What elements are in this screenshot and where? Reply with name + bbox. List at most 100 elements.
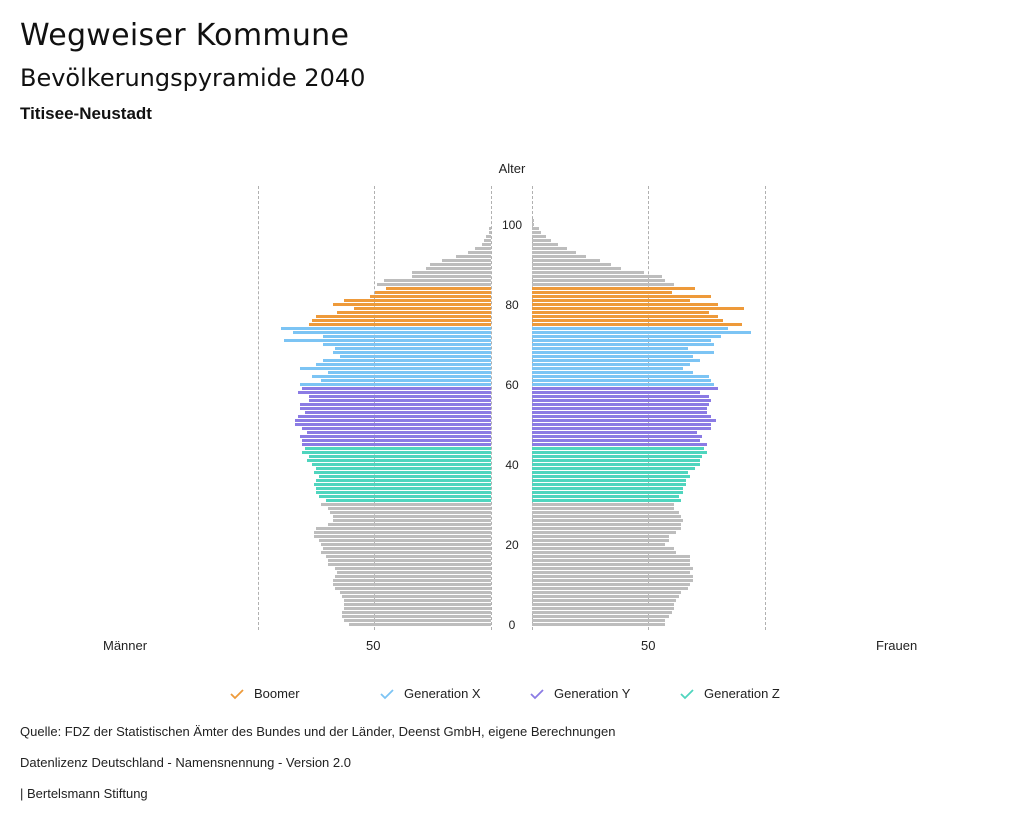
male-bar bbox=[330, 511, 491, 514]
male-bar bbox=[313, 531, 491, 534]
female-bar bbox=[532, 419, 717, 422]
female-bar bbox=[532, 375, 710, 378]
male-bar bbox=[302, 451, 491, 454]
male-bar bbox=[309, 323, 491, 326]
female-bar bbox=[532, 347, 689, 350]
male-bar bbox=[332, 351, 491, 354]
female-bar bbox=[532, 607, 675, 610]
female-bar bbox=[532, 335, 721, 338]
male-bar bbox=[332, 579, 491, 582]
gridline-left-100 bbox=[258, 186, 259, 630]
male-bar bbox=[341, 595, 491, 598]
female-bar bbox=[532, 219, 535, 222]
male-bar bbox=[313, 471, 491, 474]
male-axis-label: Männer bbox=[103, 638, 148, 653]
male-bar bbox=[383, 279, 491, 282]
female-bar bbox=[532, 571, 691, 574]
female-bar bbox=[532, 303, 719, 306]
female-bar bbox=[532, 327, 728, 330]
male-bar bbox=[311, 463, 491, 466]
male-bar bbox=[339, 355, 491, 358]
female-bar bbox=[532, 415, 712, 418]
male-bar bbox=[430, 263, 491, 266]
female-bar bbox=[532, 611, 672, 614]
male-bar bbox=[304, 411, 491, 414]
female-bar bbox=[532, 551, 677, 554]
legend-item-generation-z[interactable]: Generation Z bbox=[680, 686, 780, 701]
female-bar bbox=[532, 391, 700, 394]
legend-item-boomer[interactable]: Boomer bbox=[230, 686, 300, 701]
male-bar bbox=[295, 423, 491, 426]
legend-label: Generation Y bbox=[554, 686, 631, 701]
male-bar bbox=[344, 599, 491, 602]
female-bar bbox=[532, 511, 679, 514]
male-bar bbox=[488, 227, 491, 230]
female-bar bbox=[532, 459, 700, 462]
check-icon bbox=[380, 688, 394, 699]
female-bar bbox=[532, 407, 707, 410]
male-bar bbox=[323, 343, 491, 346]
female-bar bbox=[532, 263, 612, 266]
female-bar bbox=[532, 351, 714, 354]
male-bar bbox=[302, 443, 491, 446]
female-bar bbox=[532, 527, 682, 530]
female-bar bbox=[532, 515, 682, 518]
female-bar bbox=[532, 507, 675, 510]
male-bar bbox=[337, 311, 491, 314]
male-bar bbox=[411, 271, 491, 274]
female-bar bbox=[532, 615, 670, 618]
female-bar bbox=[532, 403, 710, 406]
male-bar bbox=[297, 391, 491, 394]
male-bar bbox=[344, 299, 491, 302]
age-tick-80: 80 bbox=[505, 298, 519, 312]
female-bar bbox=[532, 519, 684, 522]
male-bar bbox=[344, 619, 491, 622]
legend-item-generation-y[interactable]: Generation Y bbox=[530, 686, 630, 701]
age-tick-20: 20 bbox=[505, 538, 519, 552]
female-bar bbox=[532, 455, 703, 458]
male-bar bbox=[337, 571, 491, 574]
male-bar bbox=[323, 547, 491, 550]
male-bar bbox=[327, 371, 491, 374]
male-bar bbox=[306, 459, 491, 462]
female-bar bbox=[532, 583, 691, 586]
male-bar bbox=[334, 575, 491, 578]
male-bar bbox=[299, 367, 491, 370]
male-bar bbox=[332, 583, 491, 586]
female-bar bbox=[532, 315, 719, 318]
male-bar bbox=[299, 407, 491, 410]
male-bar bbox=[325, 499, 491, 502]
male-bar bbox=[316, 315, 491, 318]
female-bar bbox=[532, 451, 707, 454]
check-icon bbox=[230, 688, 244, 699]
male-bar bbox=[334, 347, 491, 350]
male-bar bbox=[327, 563, 491, 566]
chart-subtitle: Bevölkerungspyramide 2040 bbox=[20, 64, 366, 92]
female-bar bbox=[532, 411, 707, 414]
gridline-left-0 bbox=[491, 186, 492, 630]
check-icon bbox=[530, 688, 544, 699]
female-bar bbox=[532, 555, 691, 558]
license-note: Datenlizenz Deutschland - Namensnennung … bbox=[20, 755, 351, 770]
male-bar bbox=[297, 415, 491, 418]
female-bar bbox=[532, 227, 539, 230]
female-tick-50: 50 bbox=[641, 638, 656, 653]
male-bar bbox=[484, 239, 491, 242]
legend-item-generation-x[interactable]: Generation X bbox=[380, 686, 481, 701]
female-bar bbox=[532, 539, 670, 542]
female-bar bbox=[532, 271, 644, 274]
female-bar bbox=[532, 619, 665, 622]
male-bar bbox=[374, 291, 491, 294]
male-bar bbox=[323, 335, 491, 338]
female-bar bbox=[532, 563, 691, 566]
publisher-note: | Bertelsmann Stiftung bbox=[20, 786, 148, 801]
female-bar bbox=[532, 439, 700, 442]
male-bar bbox=[320, 503, 491, 506]
male-bar bbox=[376, 283, 491, 286]
female-bar bbox=[532, 491, 684, 494]
male-bar bbox=[281, 327, 491, 330]
female-bar bbox=[532, 503, 675, 506]
male-bar bbox=[316, 487, 491, 490]
legend: Boomer Generation X Generation Y Generat… bbox=[0, 686, 1024, 706]
female-bar bbox=[532, 287, 696, 290]
